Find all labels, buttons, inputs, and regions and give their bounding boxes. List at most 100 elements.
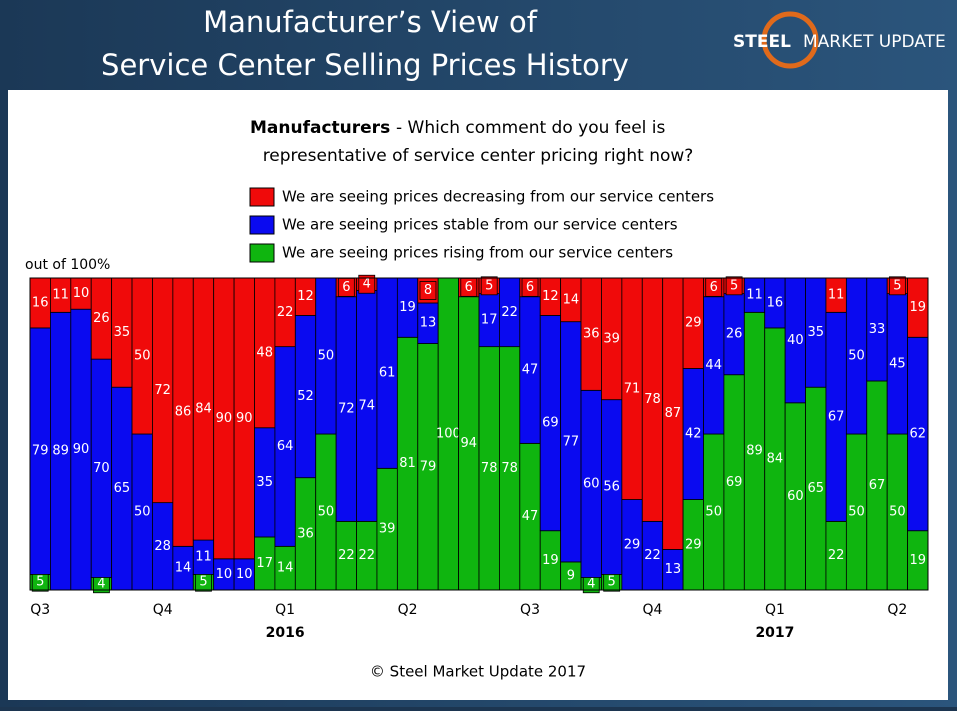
value-label: 36 [583,327,600,342]
value-label: 74 [358,398,375,413]
value-label: 50 [318,349,335,364]
label-box [419,281,437,300]
value-label: 60 [583,476,600,491]
value-label: 44 [705,358,722,373]
value-label: 56 [603,480,620,495]
value-label: 9 [567,568,575,583]
value-label: 64 [277,439,294,454]
legend-swatch [249,243,275,263]
value-label: 78 [644,392,661,407]
y-label: out of 100% [25,257,110,273]
value-label: 6 [526,280,534,295]
x-tick-label: Q1 [275,602,295,618]
value-label: 10 [236,567,253,582]
value-label: 5 [199,575,207,590]
year-label: 2017 [755,625,794,641]
value-label: 26 [726,327,743,342]
label-box [480,276,498,296]
year-label: 2016 [266,625,305,641]
value-label: 79 [32,444,49,459]
value-label: 90 [216,411,233,426]
value-label: 72 [338,402,355,417]
value-label: 22 [501,305,518,320]
value-label: 62 [910,427,927,442]
value-label: 71 [624,381,641,396]
value-label: 16 [767,295,784,310]
value-label: 90 [236,411,253,426]
value-label: 78 [481,461,498,476]
label-box [358,274,376,294]
value-label: 89 [746,444,763,459]
value-label: 50 [705,505,722,520]
question: representative of service center pricing… [263,146,694,166]
legend-label: We are seeing prices decreasing from our… [282,188,714,206]
value-label: 50 [848,349,865,364]
value-label: 89 [52,444,69,459]
x-tick-label: Q4 [643,602,663,618]
value-label: 22 [828,548,845,563]
value-label: 10 [216,567,233,582]
value-label: 65 [114,481,131,496]
value-label: 5 [485,278,493,293]
logo: MARKET UPDATE [803,32,946,52]
value-label: 22 [644,548,661,563]
value-label: 5 [608,575,616,590]
value-label: 19 [399,300,416,315]
x-tick-label: Q2 [398,602,418,618]
value-label: 8 [424,283,432,298]
value-label: 39 [379,522,396,537]
value-label: 84 [767,451,784,466]
value-label: 45 [889,356,906,371]
value-label: 47 [522,363,539,378]
value-label: 60 [787,489,804,504]
value-label: 100 [436,427,461,442]
value-label: 78 [501,461,518,476]
x-tick-label: Q1 [765,602,785,618]
value-label: 86 [175,405,192,420]
value-label: 11 [52,288,69,303]
value-label: 29 [685,316,702,331]
x-tick-label: Q4 [153,602,173,618]
value-label: 70 [93,461,110,476]
value-label: 11 [195,550,212,565]
value-label: 39 [603,331,620,346]
x-tick-label: Q3 [30,602,50,618]
value-label: 67 [828,409,845,424]
value-label: 14 [175,561,192,576]
value-label: 52 [297,389,314,404]
header-title: Manufacturer’s View of [203,5,538,39]
value-label: 4 [587,576,595,591]
question: Manufacturers [250,118,390,138]
value-label: 35 [114,325,131,340]
value-label: 22 [338,548,355,563]
value-label: 50 [848,505,865,520]
value-label: 4 [363,277,371,292]
value-label: 35 [256,475,273,490]
legend-label: We are seeing prices stable from our ser… [282,216,678,234]
value-label: 35 [807,325,824,340]
value-label: 69 [726,475,743,490]
value-label: 5 [730,278,738,293]
label-box [888,276,906,296]
value-label: 29 [624,537,641,552]
value-label: 14 [563,292,580,307]
value-label: 50 [134,505,151,520]
legend-swatch [249,215,275,235]
value-label: 28 [154,539,171,554]
value-label: 10 [73,286,90,301]
value-label: 11 [746,288,763,303]
value-label: 79 [420,459,437,474]
value-label: 5 [36,575,44,590]
logo-ring [761,11,819,69]
value-label: 67 [869,478,886,493]
value-label: 12 [542,289,559,304]
question: - Which comment do you feel is [396,118,666,138]
value-label: 11 [828,288,845,303]
value-label: 48 [256,345,273,360]
value-label: 6 [342,280,350,295]
value-label: 50 [889,505,906,520]
value-label: 4 [97,576,105,591]
value-label: 17 [481,313,498,328]
legend-label: We are seeing prices rising from our ser… [282,244,673,262]
logo: STEEL [733,32,791,52]
